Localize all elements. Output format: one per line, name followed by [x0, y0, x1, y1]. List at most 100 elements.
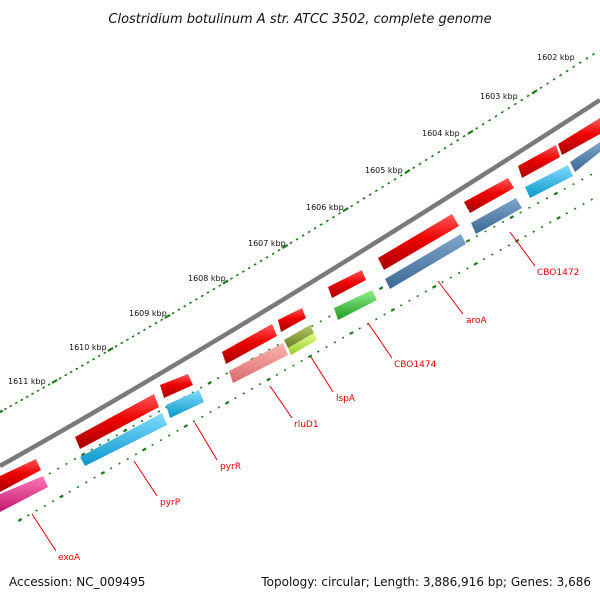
- accession-text: Accession: NC_009495: [9, 575, 145, 589]
- scale-ring-tick: [531, 89, 538, 95]
- inner-lower-tick: [307, 354, 313, 359]
- scale-ring-tick: [488, 118, 492, 122]
- scale-ring-tick: [412, 166, 416, 170]
- scale-ring-tick: [520, 98, 524, 102]
- gene-label-CBO1474[interactable]: CBO1474: [394, 360, 437, 370]
- scale-ring-tick: [475, 127, 479, 130]
- scale-ring-tick: [387, 181, 391, 185]
- inner-lower-tick: [192, 420, 196, 423]
- feature-cyan-1[interactable]: [525, 165, 573, 198]
- inner-upper-tick: [56, 467, 60, 470]
- inner-lower-tick: [408, 299, 411, 302]
- scale-ring-tick: [247, 266, 251, 270]
- inner-upper-tick: [268, 348, 271, 351]
- cds-arrow-6[interactable]: [278, 308, 306, 332]
- cds-arrow-7[interactable]: [222, 324, 277, 364]
- inner-upper-tick: [484, 230, 487, 233]
- gene-label-rluD1[interactable]: rluD1: [294, 420, 319, 430]
- scale-ring-tick: [14, 401, 18, 405]
- inner-upper-tick: [80, 452, 86, 457]
- scale-ring-tick: [36, 389, 40, 393]
- gene-label-lspA[interactable]: lspA: [336, 394, 356, 404]
- cds-arrow-2[interactable]: [518, 145, 560, 178]
- inner-lower-tick: [266, 377, 271, 382]
- inner-tick-ring-lower: [17, 198, 593, 522]
- scale-ring-tick: [86, 361, 90, 364]
- scale-ring-tick: [120, 341, 124, 345]
- inner-lower-tick: [176, 429, 179, 432]
- feature-cyan-2[interactable]: [166, 390, 204, 418]
- inner-upper-tick: [572, 182, 575, 186]
- scale-ring-tick: [337, 212, 342, 215]
- cds-arrow-1[interactable]: [558, 118, 600, 155]
- scale-ring: [0, 52, 595, 414]
- inner-lower-tick: [209, 410, 212, 414]
- inner-upper-tick: [199, 386, 203, 389]
- cds-arrow-4[interactable]: [378, 214, 459, 270]
- feature-magenta-1[interactable]: [0, 476, 48, 512]
- scale-ring-tick: [75, 367, 79, 371]
- inner-lower-tick: [358, 327, 361, 330]
- inner-lower-tick: [250, 387, 254, 390]
- feature-cyan-3[interactable]: [80, 413, 167, 466]
- inner-lower-tick: [532, 230, 535, 233]
- gene-label-pyrP[interactable]: pyrP: [160, 498, 181, 508]
- scale-ring-tick: [494, 114, 498, 118]
- feature-ygreen-1[interactable]: [288, 333, 317, 355]
- feature-steelblue-1[interactable]: [570, 142, 600, 172]
- scale-ring-tick: [241, 270, 245, 273]
- gene-label-pyrR[interactable]: pyrR: [220, 462, 241, 472]
- scale-ring-tick: [265, 256, 269, 259]
- feature-olive-1[interactable]: [284, 325, 314, 348]
- inner-upper-tick: [509, 215, 515, 220]
- inner-lower-tick: [27, 514, 30, 517]
- cds-arrow-9[interactable]: [75, 394, 159, 449]
- scale-ring-tick: [107, 347, 114, 352]
- gene-label-exoA[interactable]: exoA: [58, 553, 81, 563]
- feature-green-1[interactable]: [334, 290, 377, 320]
- scale-label-1611: 1611 kbp: [8, 377, 46, 386]
- scale-label-1608: 1608 kbp: [188, 274, 226, 283]
- inner-upper-tick: [191, 391, 195, 394]
- scale-ring-tick: [374, 189, 378, 193]
- scale-label-1604: 1604 kbp: [422, 129, 460, 138]
- leader-exoA: [31, 513, 57, 552]
- inner-upper-tick: [107, 438, 110, 442]
- scale-ring-tick: [160, 318, 164, 322]
- scale-ring-tick: [449, 142, 453, 146]
- inner-lower-tick: [68, 490, 71, 493]
- cds-arrow-8[interactable]: [160, 374, 193, 398]
- scale-ring-tick: [229, 277, 234, 280]
- inner-lower-tick: [126, 457, 129, 461]
- feature-steelblue-3[interactable]: [385, 234, 466, 289]
- scale-ring-tick: [295, 237, 299, 241]
- inner-upper-tick: [465, 238, 471, 243]
- inner-lower-tick: [549, 221, 552, 224]
- scale-ring-tick: [148, 325, 152, 328]
- scale-ring-tick: [430, 154, 434, 158]
- scale-ring-tick: [331, 215, 335, 219]
- inner-upper-tick: [545, 197, 549, 200]
- inner-lower-tick: [556, 215, 561, 220]
- scale-ring-tick: [80, 364, 84, 367]
- scale-ring-tick: [212, 287, 216, 291]
- gene-label-aroA[interactable]: aroA: [466, 316, 488, 326]
- scale-ring-tick: [137, 331, 141, 335]
- inner-lower-tick: [100, 471, 106, 475]
- feature-steelblue-2[interactable]: [471, 198, 522, 234]
- inner-lower-tick: [416, 294, 419, 298]
- cds-arrow-3[interactable]: [464, 178, 514, 213]
- inner-upper-tick: [328, 315, 331, 318]
- cds-arrow-5[interactable]: [328, 270, 366, 298]
- scale-ring-tick: [325, 219, 329, 223]
- scale-ring-tick: [467, 129, 474, 135]
- cds-arrow-10[interactable]: [0, 459, 41, 492]
- inner-upper-tick: [501, 220, 505, 224]
- inner-lower-tick: [590, 198, 593, 201]
- inner-lower-tick: [466, 267, 469, 270]
- feature-salmon-1[interactable]: [229, 343, 288, 383]
- scale-ring-tick: [350, 204, 354, 208]
- map-title: Clostridium botulinum A str. ATCC 3502, …: [108, 12, 491, 27]
- inner-lower-tick: [565, 212, 569, 215]
- gene-label-CBO1472[interactable]: CBO1472: [537, 268, 579, 278]
